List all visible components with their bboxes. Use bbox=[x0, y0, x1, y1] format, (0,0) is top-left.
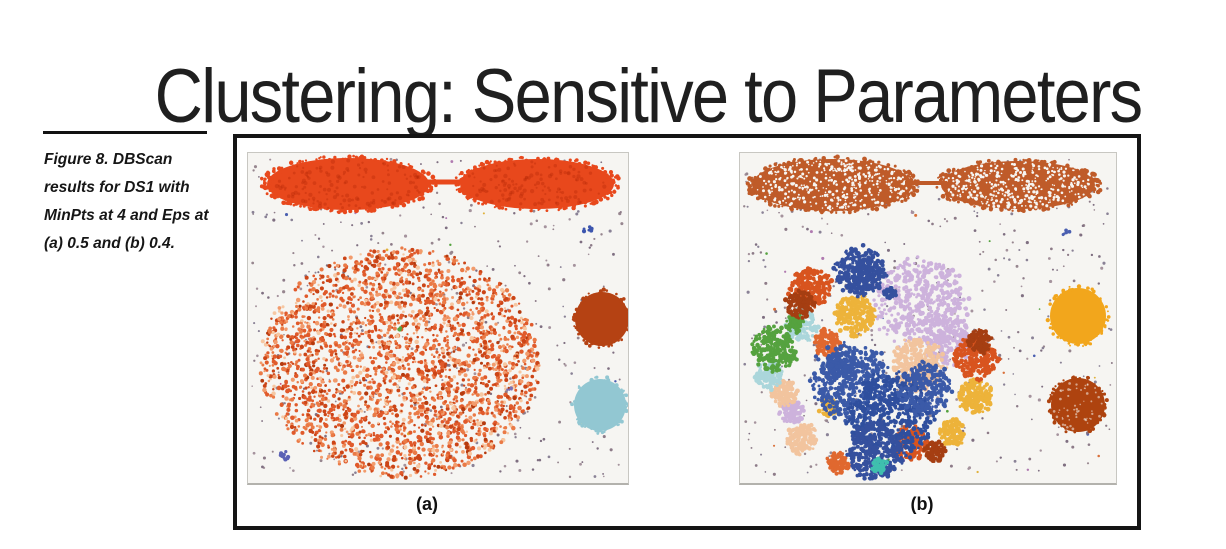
scatter-panel-a bbox=[247, 152, 629, 485]
panel-a-label: (a) bbox=[416, 494, 438, 514]
caption-line: results for DS1 with bbox=[44, 179, 190, 196]
slide-title: Clustering: Sensitive to Parameters bbox=[154, 53, 1143, 139]
panel-b-label: (b) bbox=[910, 494, 934, 514]
caption-line: (a) 0.5 and (b) 0.4. bbox=[44, 235, 175, 252]
figure-box: (a) (b) bbox=[233, 134, 1141, 530]
caption-line: Figure 8. DBScan bbox=[44, 151, 173, 168]
caption-divider-rule bbox=[43, 131, 207, 134]
figure-caption: Figure 8. DBScan results for DS1 with Mi… bbox=[44, 146, 224, 258]
caption-line: MinPts at 4 and Eps at bbox=[44, 207, 209, 224]
scatter-panel-b bbox=[739, 152, 1117, 485]
